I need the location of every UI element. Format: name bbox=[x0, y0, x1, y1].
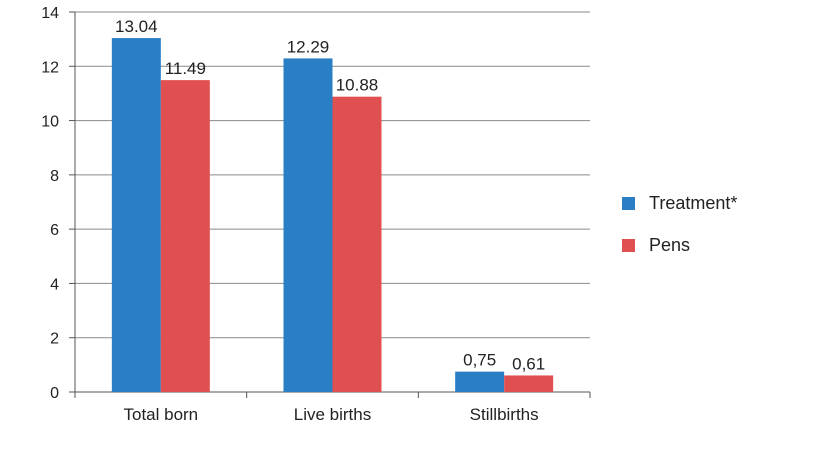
y-tick-label-14: 14 bbox=[41, 5, 59, 22]
bar-treatment-live-births bbox=[283, 58, 333, 393]
legend-swatch-treatment bbox=[622, 196, 635, 210]
y-tick-label-12: 12 bbox=[41, 59, 59, 76]
legend: Treatment* Pens bbox=[622, 182, 737, 266]
bar-treatment-total-born bbox=[111, 38, 161, 393]
y-tick-label-8: 8 bbox=[50, 168, 59, 185]
data-label-pens-live-births: 10.88 bbox=[336, 76, 379, 95]
data-label-treatment-total-born: 13.04 bbox=[115, 17, 158, 36]
x-category-label-stillbirths: Stillbirths bbox=[470, 405, 539, 424]
bar-pens-stillbirths bbox=[504, 375, 554, 392]
x-category-label-total-born: Total born bbox=[123, 405, 198, 424]
data-label-pens-stillbirths: 0,61 bbox=[512, 354, 545, 373]
y-tick-label-4: 4 bbox=[50, 276, 59, 293]
data-label-treatment-stillbirths: 0,75 bbox=[463, 351, 496, 370]
x-category-label-live-births: Live births bbox=[294, 405, 371, 424]
legend-swatch-pens bbox=[622, 238, 635, 252]
y-tick-label-10: 10 bbox=[41, 114, 59, 131]
data-label-treatment-live-births: 12.29 bbox=[287, 37, 330, 56]
y-tick-label-2: 2 bbox=[50, 331, 59, 348]
legend-label-treatment: Treatment* bbox=[649, 192, 738, 213]
legend-item-treatment: Treatment* bbox=[622, 182, 737, 224]
y-tick-label-6: 6 bbox=[50, 222, 59, 239]
bar-treatment-stillbirths bbox=[455, 371, 505, 392]
legend-label-pens: Pens bbox=[649, 234, 691, 255]
legend-item-pens: Pens bbox=[622, 224, 737, 266]
y-tick-label-0: 0 bbox=[50, 385, 59, 402]
data-label-pens-total-born: 11.49 bbox=[165, 59, 206, 78]
bars bbox=[111, 38, 554, 393]
bar-pens-total-born bbox=[160, 80, 210, 392]
labels: 0 2 4 6 8 10 12 14 13.04 11.49 Total born 12.29 10.8… bbox=[41, 5, 545, 424]
bar-pens-live-births bbox=[332, 96, 382, 392]
